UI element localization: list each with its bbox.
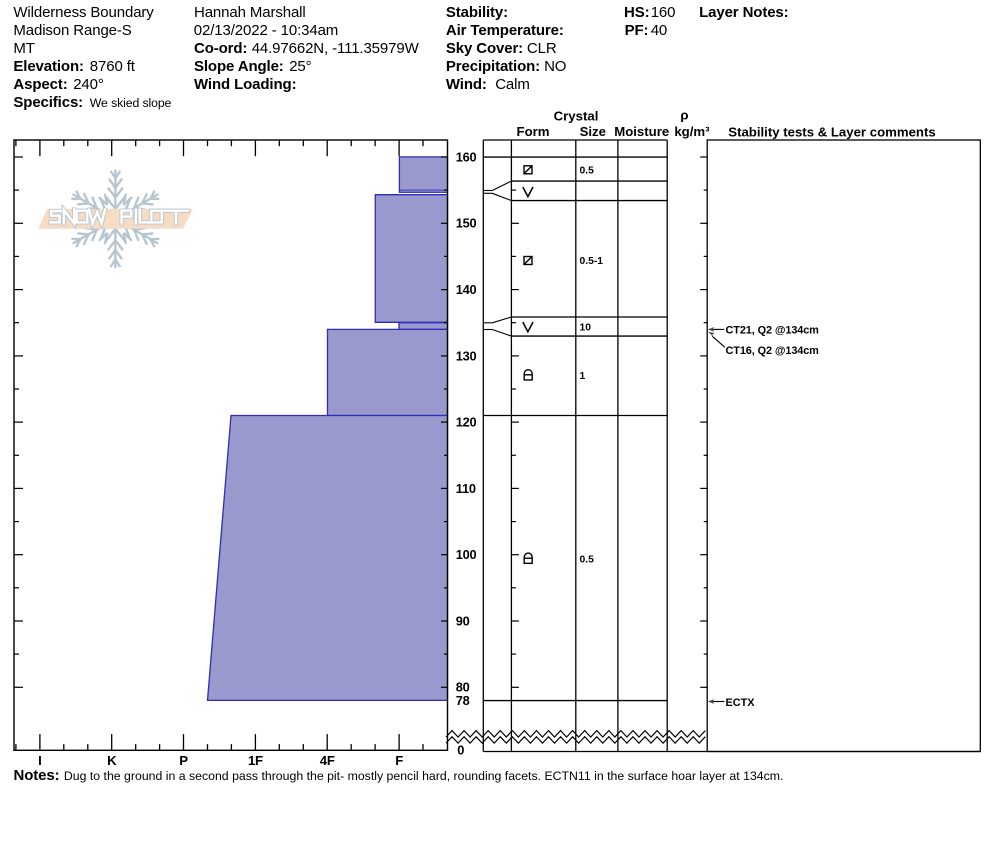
svg-text:Wind Loading:: Wind Loading: bbox=[194, 76, 296, 93]
svg-text:Stability tests & Layer commen: Stability tests & Layer comments bbox=[728, 125, 935, 140]
svg-text:10: 10 bbox=[580, 323, 592, 334]
svg-text:Aspect:: Aspect: bbox=[13, 76, 67, 93]
svg-text:1: 1 bbox=[580, 371, 586, 382]
svg-text:4F: 4F bbox=[320, 753, 335, 768]
svg-text:80: 80 bbox=[456, 680, 470, 695]
svg-text:We skied slope: We skied slope bbox=[90, 96, 172, 110]
svg-text:160: 160 bbox=[456, 149, 477, 164]
svg-text:Elevation:: Elevation: bbox=[13, 58, 83, 75]
svg-text:Madison Range-S: Madison Range-S bbox=[13, 22, 131, 39]
svg-text:CT21, Q2 @134cm: CT21, Q2 @134cm bbox=[726, 325, 820, 337]
svg-text:Moisture: Moisture bbox=[614, 124, 669, 139]
svg-text:Specifics:: Specifics: bbox=[13, 94, 83, 111]
svg-text:Calm: Calm bbox=[495, 76, 530, 93]
svg-text:Size: Size bbox=[580, 124, 606, 139]
svg-text:Precipitation:: Precipitation: bbox=[446, 58, 540, 75]
svg-text:0.5-1: 0.5-1 bbox=[580, 256, 604, 267]
svg-text:K: K bbox=[107, 753, 117, 768]
svg-text:NO: NO bbox=[544, 58, 566, 75]
svg-text:I: I bbox=[38, 753, 41, 768]
svg-text:140: 140 bbox=[456, 282, 477, 297]
svg-text:HS:: HS: bbox=[624, 4, 649, 21]
svg-text:Hannah Marshall: Hannah Marshall bbox=[194, 4, 306, 21]
svg-text:Wilderness Boundary: Wilderness Boundary bbox=[13, 4, 154, 21]
svg-text:Layer Notes:: Layer Notes: bbox=[699, 4, 788, 21]
svg-text:8760 ft: 8760 ft bbox=[90, 58, 136, 75]
svg-text:F: F bbox=[395, 753, 403, 768]
svg-text:0: 0 bbox=[457, 743, 464, 758]
svg-text:150: 150 bbox=[456, 216, 477, 231]
svg-text:100: 100 bbox=[456, 547, 477, 562]
svg-text:P: P bbox=[179, 753, 188, 768]
svg-text:CT16, Q2 @134cm: CT16, Q2 @134cm bbox=[726, 345, 820, 357]
svg-text:78: 78 bbox=[456, 693, 470, 708]
svg-text:ρ: ρ bbox=[680, 107, 688, 122]
svg-text:1F: 1F bbox=[248, 753, 263, 768]
svg-text:40: 40 bbox=[651, 22, 667, 39]
svg-text:Form: Form bbox=[517, 124, 550, 139]
svg-text:Air Temperature:: Air Temperature: bbox=[446, 22, 564, 39]
svg-text:0.5: 0.5 bbox=[580, 554, 595, 565]
svg-text:kg/m³: kg/m³ bbox=[674, 124, 710, 139]
svg-text:Sky Cover:: Sky Cover: bbox=[446, 40, 523, 57]
svg-text:Slope Angle:: Slope Angle: bbox=[194, 58, 284, 75]
svg-text:CLR: CLR bbox=[527, 40, 557, 57]
svg-text:25°: 25° bbox=[289, 58, 311, 75]
svg-text:90: 90 bbox=[456, 613, 470, 628]
svg-text:PF:: PF: bbox=[625, 22, 649, 39]
svg-text:ECTX: ECTX bbox=[726, 697, 756, 709]
svg-text:0.5: 0.5 bbox=[580, 166, 595, 177]
svg-text:130: 130 bbox=[456, 348, 477, 363]
svg-text:160: 160 bbox=[651, 4, 676, 21]
svg-text:02/13/2022 - 10:34am: 02/13/2022 - 10:34am bbox=[194, 22, 338, 39]
svg-text:110: 110 bbox=[456, 481, 476, 496]
svg-text:120: 120 bbox=[456, 415, 477, 430]
svg-text:MT: MT bbox=[13, 40, 34, 57]
svg-text:240°: 240° bbox=[73, 76, 104, 93]
svg-text:Crystal: Crystal bbox=[554, 109, 599, 124]
svg-text:Wind:: Wind: bbox=[446, 76, 487, 93]
svg-text:Co-ord:: Co-ord: bbox=[194, 40, 247, 57]
svg-text:Notes:: Notes: bbox=[14, 767, 60, 784]
svg-text:Stability:: Stability: bbox=[446, 4, 508, 21]
svg-text:Dug to the ground in a second: Dug to the ground in a second pass throu… bbox=[64, 769, 784, 783]
svg-text:44.97662N, -111.35979W: 44.97662N, -111.35979W bbox=[252, 40, 420, 57]
